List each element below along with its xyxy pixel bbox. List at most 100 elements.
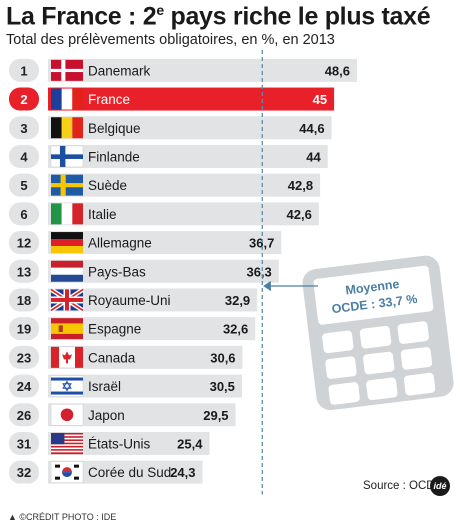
country-label: Corée du Sud	[88, 465, 171, 480]
rank-badge	[9, 202, 39, 226]
rank-badge	[9, 144, 39, 168]
sweden-flag	[51, 174, 83, 196]
israel-flag	[50, 375, 84, 397]
finland-flag	[50, 145, 84, 168]
rank-badge	[9, 431, 39, 455]
rank-label: 5	[20, 178, 27, 193]
rank-label: 1	[20, 63, 27, 78]
country-row: 5 Suède 42,8	[9, 173, 321, 197]
country-row: 24 Israël 30,5	[9, 374, 242, 398]
rank-badge	[9, 374, 39, 398]
rank-label: 4	[20, 149, 28, 164]
value-label: 25,4	[177, 436, 203, 451]
rank-label: 24	[17, 379, 32, 394]
bar	[48, 460, 203, 484]
average-pointer-icon	[263, 280, 318, 292]
rank-badge	[9, 259, 39, 283]
bar	[48, 374, 242, 398]
value-label: 24,3	[170, 465, 195, 480]
country-row: 12 Allemagne 36,7	[9, 231, 282, 255]
rank-badge	[9, 87, 39, 111]
value-label: 44,6	[299, 121, 324, 136]
country-label: Espagne	[88, 322, 141, 337]
country-label: Pays-Bas	[88, 264, 146, 279]
chart-title: La France : 2e pays riche le plus taxé	[6, 2, 431, 31]
country-row: 2 France 45	[9, 87, 335, 111]
value-label: 42,8	[288, 178, 313, 193]
rank-badge	[9, 403, 39, 427]
germany-flag	[51, 232, 83, 254]
source-label: Source : OCDE	[363, 480, 443, 492]
rank-label: 31	[17, 436, 31, 451]
value-label: 36,7	[249, 236, 274, 251]
bar	[48, 259, 279, 283]
ide-logo: idé	[430, 476, 450, 496]
country-row: 13 Pays-Bas 36,3	[9, 259, 279, 283]
country-row: 4 Finlande 44	[9, 144, 328, 168]
country-label: Danemark	[88, 63, 151, 78]
value-label: 30,5	[210, 379, 235, 394]
france-flag	[51, 88, 83, 110]
bar	[48, 116, 332, 140]
country-row: 6 Italie 42,6	[9, 202, 319, 226]
rank-badge	[9, 317, 39, 341]
value-label: 36,3	[246, 264, 271, 279]
bar	[48, 58, 357, 82]
uk-flag	[49, 287, 85, 313]
country-row: 3 Belgique 44,6	[9, 116, 332, 140]
rank-label: 19	[17, 322, 31, 337]
rank-badge	[9, 345, 39, 369]
usa-flag	[51, 432, 83, 455]
value-label: 32,6	[223, 322, 248, 337]
bar-chart: 1 Danemark 48,6 2 France 45 3 Belgique 44,6 4 Finl…	[9, 50, 454, 495]
country-label: Canada	[88, 350, 136, 365]
value-label: 48,6	[325, 63, 350, 78]
south-korea-flag	[50, 461, 84, 483]
country-row: 31 États-Unis 25,4	[9, 431, 210, 455]
rank-label: 32	[17, 465, 31, 480]
denmark-flag	[51, 59, 83, 81]
rank-label: 23	[17, 350, 31, 365]
country-label: Belgique	[88, 121, 141, 136]
rank-label: 18	[17, 293, 31, 308]
rank-badge	[9, 116, 39, 140]
canada-flag	[50, 346, 84, 369]
country-row: 23 Canada 30,6	[9, 345, 243, 369]
rank-label: 12	[17, 236, 31, 251]
bar	[48, 202, 319, 226]
bar	[48, 173, 321, 197]
rank-label: 3	[20, 121, 27, 136]
japan-flag	[50, 404, 84, 426]
chart-subtitle: Total des prélèvements obligatoires, en …	[6, 32, 335, 48]
value-label: 29,5	[203, 408, 228, 423]
spain-flag	[51, 318, 83, 340]
country-label: Italie	[88, 207, 117, 222]
country-label: États-Unis	[88, 436, 151, 451]
bar	[48, 403, 236, 427]
value-label: 44	[306, 149, 321, 164]
rank-badge	[9, 288, 39, 312]
average-label-title: Moyenne	[345, 277, 401, 298]
rank-label: 13	[17, 264, 31, 279]
rank-label: 6	[20, 207, 27, 222]
country-row: 26 Japon 29,5	[9, 403, 236, 427]
photo-credit: ▲ ©CRÉDIT PHOTO : IDE	[8, 512, 117, 522]
country-label: Royaume-Uni	[88, 293, 171, 308]
bar	[48, 288, 258, 312]
country-label: Japon	[88, 408, 125, 423]
rank-badge	[9, 58, 39, 82]
rank-badge	[9, 173, 39, 197]
rank-badge	[9, 231, 39, 255]
value-label: 42,6	[287, 207, 312, 222]
belgium-flag	[51, 117, 83, 139]
bar	[48, 317, 256, 341]
bar	[48, 144, 328, 168]
country-label: Suède	[88, 178, 127, 193]
country-row: 18 Royaume-Uni 32,9	[9, 287, 258, 313]
rank-label: 2	[20, 92, 27, 107]
country-label: Finlande	[88, 149, 140, 164]
value-label: 32,9	[225, 293, 250, 308]
value-label: 30,6	[210, 350, 235, 365]
